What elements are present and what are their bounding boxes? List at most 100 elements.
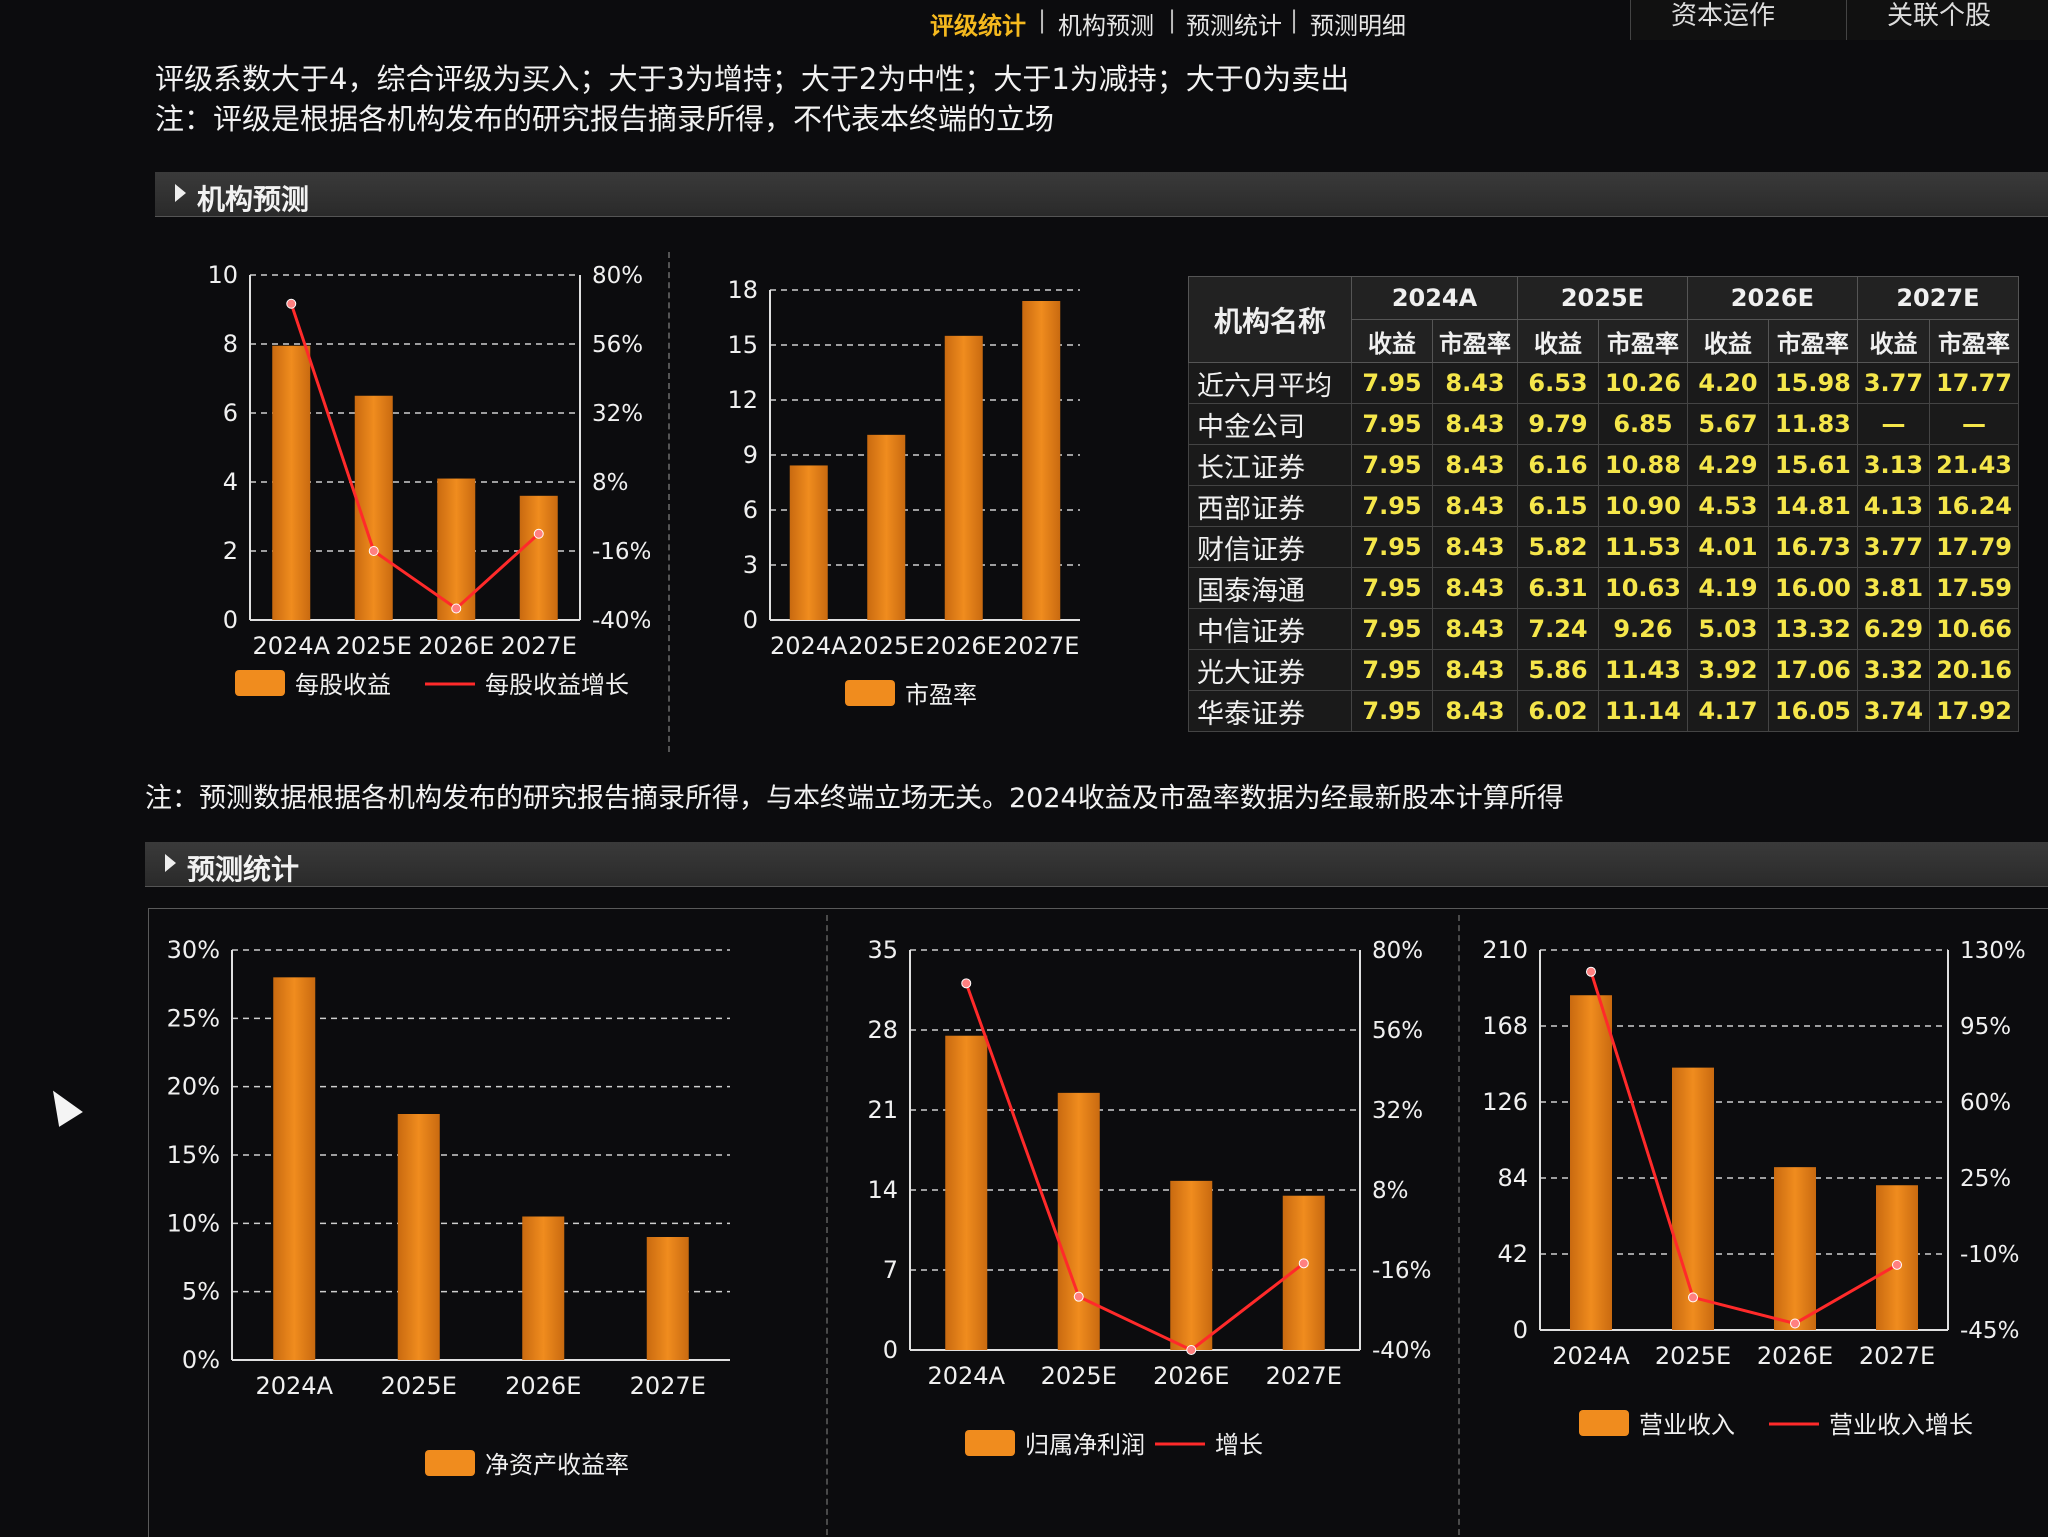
bar-2027E[interactable] bbox=[1022, 301, 1061, 620]
tab-separator: | bbox=[1168, 6, 1177, 34]
growth-point-2026E[interactable] bbox=[451, 603, 462, 614]
tab-forecast-detail[interactable]: 预测明细 bbox=[1310, 12, 1406, 40]
bar-2024A[interactable] bbox=[273, 977, 316, 1360]
bar-2026E[interactable] bbox=[1170, 1180, 1213, 1350]
left-tick-label: 0 bbox=[223, 606, 238, 634]
table-row[interactable]: 近六月平均 7.95 8.43 6.53 10.26 4.20 15.98 3.77 17.77 bbox=[1188, 362, 2019, 404]
chart-divider bbox=[1458, 915, 1460, 1535]
left-tick-label: 210 bbox=[1482, 936, 1528, 964]
eps-value-cell: 4.29 bbox=[1686, 444, 1769, 486]
legend-label: 每股收益增长 bbox=[485, 671, 629, 699]
institution-name-cell: 财信证券 bbox=[1188, 526, 1352, 568]
legend-swatch-bar bbox=[965, 1430, 1015, 1456]
bar-2027E[interactable] bbox=[646, 1237, 689, 1360]
pe-value-cell: 10.88 bbox=[1598, 444, 1688, 486]
left-tick-label: 84 bbox=[1497, 1164, 1528, 1192]
eps-value-cell: 7.95 bbox=[1351, 690, 1433, 732]
bar-2026E[interactable] bbox=[1774, 1167, 1816, 1330]
table-row[interactable]: 国泰海通 7.95 8.43 6.31 10.63 4.19 16.00 3.81 17.59 bbox=[1188, 567, 2019, 609]
eps-value-cell: 3.77 bbox=[1856, 526, 1931, 568]
table-row[interactable]: 长江证券 7.95 8.43 6.16 10.88 4.29 15.61 3.13 21.43 bbox=[1188, 444, 2019, 486]
pe-value-cell: 11.83 bbox=[1767, 403, 1858, 445]
left-tick-label: 8 bbox=[223, 330, 238, 358]
growth-point-2026E[interactable] bbox=[1186, 1345, 1197, 1355]
growth-point-2027E[interactable] bbox=[1298, 1258, 1309, 1269]
table-row[interactable]: 西部证券 7.95 8.43 6.15 10.90 4.53 14.81 4.13 16.24 bbox=[1188, 485, 2019, 527]
tab-capital-operation[interactable]: 资本运作 bbox=[1630, 0, 1883, 40]
growth-point-2027E[interactable] bbox=[1892, 1259, 1902, 1270]
x-tick-label: 2027E bbox=[1859, 1342, 1935, 1370]
pe-value-cell: 17.59 bbox=[1929, 567, 2019, 609]
growth-point-2025E[interactable] bbox=[368, 546, 379, 556]
growth-point-2025E[interactable] bbox=[1688, 1292, 1698, 1303]
col-header-eps: 收益 bbox=[1856, 319, 1931, 363]
left-tick-label: 14 bbox=[867, 1176, 898, 1204]
x-tick-label: 2027E bbox=[1003, 632, 1079, 660]
x-tick-label: 2024A bbox=[256, 1372, 334, 1400]
bar-2026E[interactable] bbox=[944, 335, 983, 620]
section-forecast-stats[interactable]: 预测统计 bbox=[145, 842, 2048, 887]
legend-label: 增长 bbox=[1215, 1431, 1263, 1459]
growth-point-2027E[interactable] bbox=[533, 528, 544, 539]
eps-value-cell: 7.95 bbox=[1351, 608, 1433, 650]
col-header-eps: 收益 bbox=[1351, 319, 1433, 363]
growth-point-2026E[interactable] bbox=[1790, 1318, 1800, 1329]
left-tick-label: 0 bbox=[883, 1336, 898, 1364]
col-header-institution: 机构名称 bbox=[1188, 276, 1352, 363]
right-tick-label: 56% bbox=[592, 332, 643, 358]
eps-value-cell: 3.77 bbox=[1856, 362, 1931, 404]
table-row[interactable]: 华泰证券 7.95 8.43 6.02 11.14 4.17 16.05 3.74 17.92 bbox=[1188, 690, 2019, 732]
x-tick-label: 2026E bbox=[1757, 1342, 1833, 1370]
eps-value-cell: 6.53 bbox=[1517, 362, 1599, 404]
x-tick-label: 2027E bbox=[630, 1372, 706, 1400]
growth-point-2025E[interactable] bbox=[1073, 1291, 1084, 1302]
eps-value-cell: 6.15 bbox=[1517, 485, 1599, 527]
x-tick-label: 2025E bbox=[381, 1372, 457, 1400]
revenue-chart: 0 42 84 126 168 210 -45% -10% 25% 60% 95% 130% 2024A… bbox=[1482, 936, 2026, 1439]
bar-2024A[interactable] bbox=[789, 465, 828, 620]
x-tick-label: 2024A bbox=[253, 632, 331, 660]
eps-value-cell: 3.81 bbox=[1856, 567, 1931, 609]
col-header-year: 2027E bbox=[1856, 276, 2019, 320]
bar-2027E[interactable] bbox=[519, 495, 558, 620]
x-tick-label: 2024A bbox=[928, 1362, 1006, 1390]
growth-point-2024A[interactable] bbox=[961, 978, 972, 989]
institution-name-cell: 长江证券 bbox=[1188, 444, 1352, 486]
pe-value-cell: 20.16 bbox=[1929, 649, 2019, 691]
tab-rating-stats[interactable]: 评级统计 bbox=[930, 12, 1026, 40]
top-nav: 评级统计 | 机构预测 | 预测统计 | 预测明细 资本运作 关联个股 bbox=[0, 0, 2048, 58]
bar-2025E[interactable] bbox=[1057, 1092, 1100, 1350]
bar-2024A[interactable] bbox=[1570, 995, 1612, 1330]
bar-2025E[interactable] bbox=[1672, 1067, 1714, 1330]
col-header-year: 2026E bbox=[1686, 276, 1858, 320]
tab-related-stocks[interactable]: 关联个股 bbox=[1846, 0, 2048, 40]
pe-value-cell: 8.43 bbox=[1432, 567, 1518, 609]
table-row[interactable]: 光大证券 7.95 8.43 5.86 11.43 3.92 17.06 3.32 20.16 bbox=[1188, 649, 2019, 691]
bar-2027E[interactable] bbox=[1876, 1185, 1918, 1330]
eps-value-cell: 4.17 bbox=[1686, 690, 1769, 732]
legend-label: 市盈率 bbox=[905, 681, 977, 709]
institution-name-cell: 西部证券 bbox=[1188, 485, 1352, 527]
table-row[interactable]: 中信证券 7.95 8.43 7.24 9.26 5.03 13.32 6.29 10.66 bbox=[1188, 608, 2019, 650]
left-tick-label: 10 bbox=[207, 261, 238, 289]
tab-forecast-stats[interactable]: 预测统计 bbox=[1186, 12, 1282, 40]
eps-value-cell: 5.86 bbox=[1517, 649, 1599, 691]
x-tick-label: 2026E bbox=[505, 1372, 581, 1400]
bar-2025E[interactable] bbox=[354, 395, 393, 620]
table-row[interactable]: 中金公司 7.95 8.43 9.79 6.85 5.67 11.83— — bbox=[1188, 403, 2019, 445]
growth-line bbox=[1589, 971, 1898, 1326]
bar-2026E[interactable] bbox=[522, 1216, 565, 1361]
tab-institution-forecast[interactable]: 机构预测 bbox=[1058, 12, 1154, 40]
right-tick-label: 56% bbox=[1372, 1018, 1423, 1044]
bar-2025E[interactable] bbox=[867, 434, 906, 620]
pe-value-cell: 8.43 bbox=[1432, 362, 1518, 404]
growth-point-2024A[interactable] bbox=[1586, 966, 1596, 977]
bar-2025E[interactable] bbox=[397, 1114, 440, 1360]
eps-value-cell: 7.95 bbox=[1351, 526, 1433, 568]
table-row[interactable]: 财信证券 7.95 8.43 5.82 11.53 4.01 16.73 3.77 17.79 bbox=[1188, 526, 2019, 568]
legend-swatch-bar bbox=[845, 680, 895, 706]
section-institution-forecast[interactable]: 机构预测 bbox=[155, 172, 2048, 217]
growth-point-2024A[interactable] bbox=[286, 298, 297, 309]
bar-2024A[interactable] bbox=[945, 1035, 988, 1350]
bar-2024A[interactable] bbox=[272, 345, 311, 620]
